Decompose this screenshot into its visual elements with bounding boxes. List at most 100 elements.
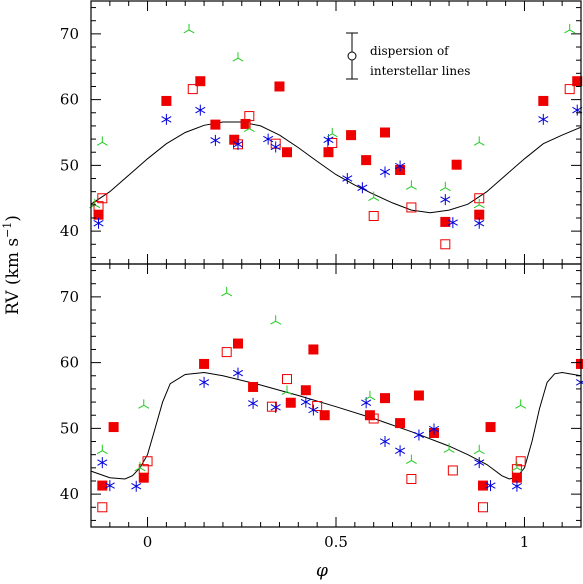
filled-square-marker bbox=[199, 358, 210, 369]
asterisk-marker bbox=[232, 367, 244, 379]
filled-square-marker bbox=[395, 418, 406, 429]
open-square-marker bbox=[515, 456, 526, 467]
open-square-marker bbox=[368, 211, 379, 222]
asterisk-marker bbox=[379, 436, 391, 448]
asterisk-marker bbox=[395, 160, 406, 172]
filled-square-marker bbox=[233, 338, 243, 349]
asterisk-marker bbox=[342, 173, 353, 185]
bottom-x-tick-label: 1 bbox=[520, 533, 530, 551]
top-y-tick-label: 50 bbox=[60, 156, 79, 174]
y-axis-label-exponent: −1 bbox=[1, 222, 14, 238]
tri-spike-marker bbox=[511, 461, 523, 472]
open-square-marker bbox=[564, 84, 575, 95]
filled-square-marker bbox=[440, 216, 451, 227]
tri-spike-marker bbox=[96, 444, 108, 455]
y-axis-label-close: ) bbox=[3, 215, 23, 222]
asterisk-marker bbox=[485, 480, 496, 492]
asterisk-marker bbox=[538, 113, 549, 125]
tri-spike-marker bbox=[183, 23, 195, 34]
filled-square-marker bbox=[285, 397, 296, 408]
filled-square-marker bbox=[485, 422, 496, 433]
filled-square-marker bbox=[195, 76, 206, 87]
filled-square-marker bbox=[319, 410, 330, 421]
tri-spike-marker bbox=[368, 191, 380, 202]
open-square-marker bbox=[142, 456, 153, 467]
asterisk-marker bbox=[395, 445, 406, 457]
open-square-marker bbox=[478, 502, 488, 513]
open-square-marker bbox=[97, 193, 108, 204]
asterisk-marker bbox=[447, 217, 458, 229]
asterisk-marker bbox=[195, 104, 206, 116]
asterisk-marker bbox=[131, 480, 142, 492]
open-square-marker bbox=[406, 202, 417, 213]
open-square-marker bbox=[138, 464, 149, 475]
tri-spike-marker bbox=[243, 122, 255, 132]
filled-square-marker bbox=[572, 76, 583, 87]
asterisk-marker bbox=[440, 194, 451, 206]
top-model-curve-group bbox=[90, 121, 582, 214]
bottom-x-tick-label: 0.5 bbox=[324, 533, 348, 551]
x-axis-label: φ bbox=[316, 561, 328, 581]
top-y-tick-labels: 40 50 60 70 bbox=[60, 25, 79, 240]
asterisk-marker bbox=[428, 423, 440, 435]
tri-spike-marker bbox=[138, 399, 150, 409]
asterisk-marker bbox=[104, 480, 115, 492]
open-square-marker bbox=[447, 465, 458, 476]
bottom-x-tick-labels: 0 0.5 1 bbox=[143, 533, 529, 551]
bottom-y-tick-labels: 40 50 60 70 bbox=[60, 288, 79, 503]
asterisk-marker bbox=[413, 429, 424, 441]
filled-square-marker bbox=[380, 127, 390, 138]
tri-spike-marker bbox=[564, 23, 576, 34]
asterisk-marker bbox=[379, 166, 391, 178]
top-model-curve bbox=[90, 121, 582, 214]
tri-spike-marker bbox=[326, 127, 338, 138]
asterisk-marker bbox=[93, 217, 104, 229]
open-square-marker bbox=[221, 347, 232, 358]
filled-square-marker bbox=[248, 381, 259, 392]
tri-spike-marker bbox=[473, 136, 485, 146]
legend-circle-marker bbox=[347, 51, 357, 61]
tri-spike-marker bbox=[443, 443, 455, 453]
legend: dispersion of interstellar lines bbox=[346, 32, 470, 80]
tri-spike-marker bbox=[405, 454, 417, 465]
open-square-marker bbox=[97, 502, 108, 513]
filled-square-marker bbox=[108, 422, 119, 433]
tri-spike-marker bbox=[515, 399, 527, 409]
filled-square-marker bbox=[380, 393, 390, 404]
tri-spike-marker bbox=[134, 461, 146, 472]
tri-spike-marker bbox=[405, 180, 417, 190]
bottom-y-tick-label: 50 bbox=[60, 419, 79, 437]
asterisk-marker bbox=[161, 113, 172, 125]
open-square-marker bbox=[187, 84, 198, 95]
open-square-marker bbox=[406, 474, 417, 485]
bottom-y-tick-label: 60 bbox=[60, 354, 79, 372]
filled-square-marker bbox=[300, 385, 311, 396]
bottom-panel-frame bbox=[90, 263, 582, 528]
filled-square-marker bbox=[364, 410, 375, 421]
filled-square-marker bbox=[478, 480, 488, 491]
asterisk-marker bbox=[248, 397, 259, 409]
asterisk-marker bbox=[300, 396, 311, 408]
bottom-y-tick-label: 40 bbox=[60, 485, 79, 503]
filled-square-marker bbox=[323, 147, 334, 158]
asterisk-marker bbox=[270, 141, 281, 153]
asterisk-marker bbox=[474, 217, 485, 229]
asterisk-marker bbox=[270, 401, 281, 413]
y-axis-label-main: RV (km s bbox=[3, 238, 23, 315]
tri-spike-marker bbox=[473, 198, 485, 209]
filled-square-marker bbox=[282, 147, 292, 158]
top-y-tick-label: 40 bbox=[60, 222, 79, 240]
open-square-marker bbox=[327, 138, 338, 149]
asterisk-marker bbox=[97, 457, 108, 469]
open-square-marker bbox=[282, 374, 292, 385]
y-axis-label: RV (km s−1) bbox=[1, 215, 23, 315]
top-y-tick-label: 60 bbox=[60, 91, 79, 109]
filled-square-marker bbox=[93, 209, 104, 220]
filled-square-marker bbox=[308, 344, 319, 355]
filled-square-marker bbox=[346, 130, 357, 141]
asterisk-marker bbox=[210, 134, 221, 146]
filled-square-marker bbox=[451, 159, 462, 170]
asterisk-marker bbox=[232, 138, 244, 150]
